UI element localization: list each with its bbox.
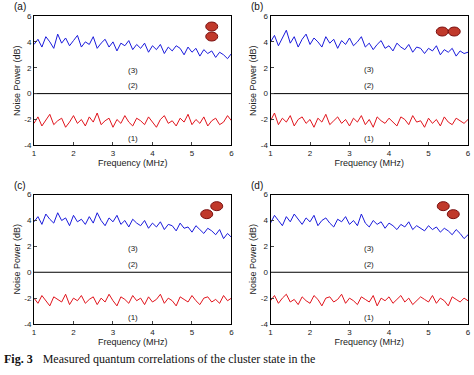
svg-text:(b): (b) [251, 1, 263, 12]
svg-text:6: 6 [466, 328, 471, 337]
svg-text:Frequency (MHz): Frequency (MHz) [335, 158, 405, 168]
svg-text:5: 5 [190, 328, 195, 337]
svg-text:(1): (1) [128, 313, 138, 322]
svg-text:Noise Power (dB): Noise Power (dB) [12, 224, 22, 295]
svg-text:3: 3 [347, 149, 352, 158]
svg-text:-4: -4 [261, 141, 269, 150]
svg-text:2: 2 [263, 242, 268, 251]
svg-text:6: 6 [229, 149, 234, 158]
svg-text:4: 4 [387, 328, 392, 337]
svg-text:(3): (3) [364, 65, 374, 74]
svg-text:6: 6 [229, 328, 234, 337]
svg-text:0: 0 [27, 89, 32, 98]
html-text:Fig. 3: Fig. 3 [4, 352, 33, 366]
svg-text:(a): (a) [14, 1, 26, 12]
svg-text:2: 2 [263, 64, 268, 73]
svg-text:6: 6 [27, 12, 32, 21]
svg-text:-2: -2 [261, 115, 269, 124]
svg-text:0: 0 [263, 89, 268, 98]
svg-text:2: 2 [71, 149, 76, 158]
svg-text:(2): (2) [364, 260, 374, 269]
svg-text:(3): (3) [128, 244, 138, 253]
svg-text:3: 3 [111, 328, 116, 337]
svg-text:-2: -2 [24, 115, 32, 124]
svg-text:Noise Power (dB): Noise Power (dB) [248, 45, 258, 116]
svg-text:2: 2 [71, 328, 76, 337]
svg-text:6: 6 [27, 190, 32, 199]
svg-text:4: 4 [150, 328, 155, 337]
svg-text:0: 0 [263, 268, 268, 277]
svg-text:2: 2 [27, 242, 32, 251]
svg-text:4: 4 [27, 38, 32, 47]
svg-text:5: 5 [190, 149, 195, 158]
svg-text:4: 4 [263, 38, 268, 47]
svg-text:6: 6 [263, 12, 268, 21]
svg-text:-4: -4 [24, 141, 32, 150]
svg-text:4: 4 [387, 149, 392, 158]
svg-text:2: 2 [27, 64, 32, 73]
svg-text:(1): (1) [128, 134, 138, 143]
svg-text:(3): (3) [128, 66, 138, 75]
svg-text:(2): (2) [128, 81, 138, 90]
svg-text:3: 3 [347, 328, 352, 337]
svg-text:4: 4 [263, 216, 268, 225]
svg-text:(2): (2) [128, 260, 138, 269]
svg-text:Frequency (MHz): Frequency (MHz) [335, 337, 405, 347]
svg-text:(2): (2) [364, 81, 374, 90]
svg-text:1: 1 [268, 328, 273, 337]
svg-text:Noise Power (dB): Noise Power (dB) [248, 224, 258, 295]
svg-text:4: 4 [27, 216, 32, 225]
svg-text:5: 5 [426, 328, 431, 337]
svg-text:6: 6 [263, 190, 268, 199]
html-text:Measured quantum correlations: Measured quantum correlations of the clu… [42, 352, 316, 366]
svg-text:1: 1 [32, 149, 37, 158]
svg-text:-2: -2 [24, 294, 32, 303]
svg-text:(1): (1) [364, 313, 374, 322]
svg-text:-4: -4 [261, 320, 269, 329]
svg-text:(3): (3) [364, 244, 374, 253]
svg-text:1: 1 [32, 328, 37, 337]
svg-text:Noise Power (dB): Noise Power (dB) [12, 45, 22, 116]
svg-text:-4: -4 [24, 320, 32, 329]
svg-text:Frequency (MHz): Frequency (MHz) [98, 158, 168, 168]
svg-text:(1): (1) [364, 134, 374, 143]
svg-text:(d): (d) [251, 180, 263, 191]
svg-text:3: 3 [111, 149, 116, 158]
svg-text:Frequency (MHz): Frequency (MHz) [98, 337, 168, 347]
svg-text:4: 4 [150, 149, 155, 158]
svg-text:2: 2 [308, 328, 313, 337]
svg-text:-2: -2 [261, 294, 269, 303]
svg-text:0: 0 [27, 268, 32, 277]
svg-text:2: 2 [308, 149, 313, 158]
svg-text:(c): (c) [14, 180, 26, 191]
svg-text:6: 6 [466, 149, 471, 158]
svg-text:1: 1 [268, 149, 273, 158]
svg-text:5: 5 [426, 149, 431, 158]
